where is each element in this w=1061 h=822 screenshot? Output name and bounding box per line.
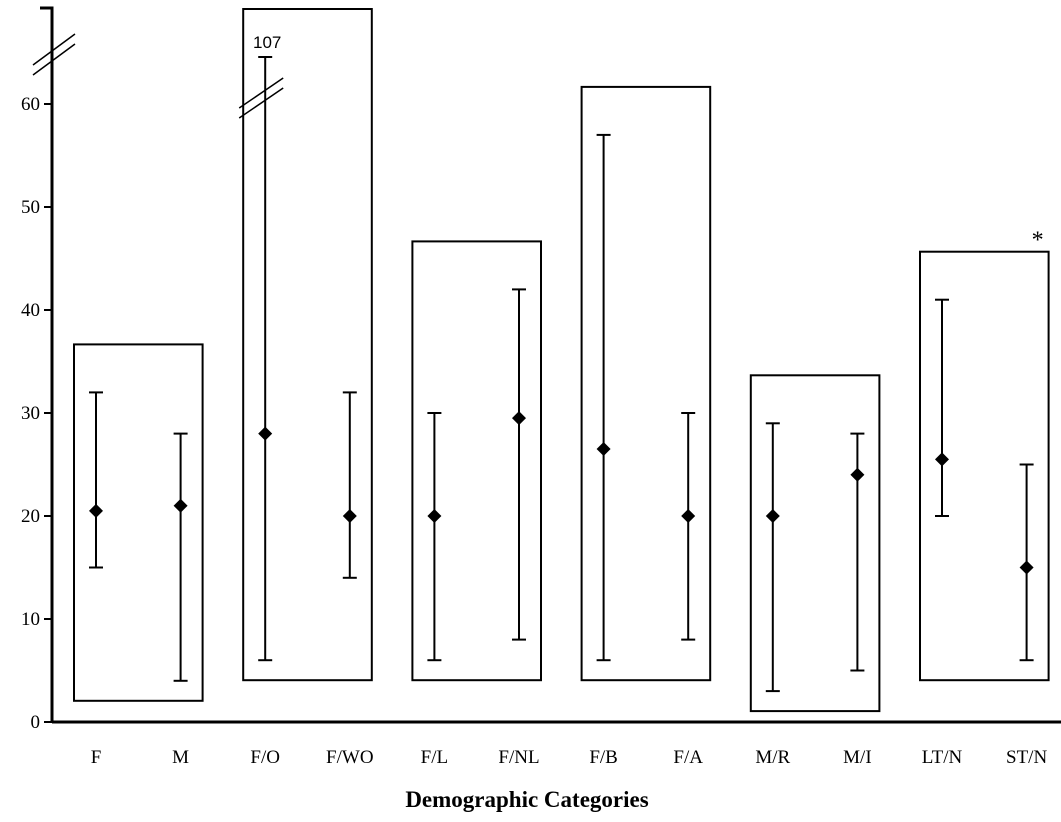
x-tick-label: LT/N (922, 747, 963, 768)
x-tick-label: M/I (843, 747, 872, 768)
y-tick-label: 60 (21, 94, 40, 115)
median-marker (512, 411, 526, 426)
group-box (411, 240, 542, 682)
median-marker (427, 509, 442, 523)
median-marker (173, 498, 188, 513)
median-marker (596, 442, 611, 457)
high-value-label: 107 (253, 33, 281, 52)
group-annotation: * (1032, 228, 1044, 254)
y-tick-label: 0 (31, 712, 41, 733)
y-tick-label: 40 (21, 300, 40, 321)
group-box (242, 8, 373, 682)
y-axis-break-mark (32, 43, 76, 76)
x-tick-label: F (91, 747, 102, 768)
median-marker (765, 509, 780, 523)
x-tick-label: F/NL (498, 747, 539, 768)
x-tick-label: F/B (589, 747, 618, 768)
axes (32, 6, 1061, 724)
median-points (89, 411, 1034, 575)
x-tick-label: M (172, 747, 189, 768)
median-marker (1019, 560, 1034, 575)
group-boxes (73, 8, 1050, 713)
x-tick-label: F/O (250, 747, 280, 768)
axis-labels: 0 10 20 30 40 50 60 F M F/O F/WO F/L F/NL F/B F/A M/R M/… (21, 33, 1047, 768)
bar-break-mark (238, 87, 284, 119)
group-box (919, 250, 1050, 682)
x-tick-label: ST/N (1006, 747, 1047, 768)
y-tick-label: 20 (21, 506, 40, 527)
median-marker (258, 426, 273, 441)
bar-break-mark (238, 77, 284, 109)
x-tick-label: F/WO (326, 747, 374, 768)
group-box (749, 374, 881, 713)
median-marker (850, 467, 865, 482)
median-marker (342, 509, 357, 523)
y-axis-break-mark (32, 33, 76, 66)
median-marker (89, 503, 103, 518)
x-tick-label: F/L (421, 747, 448, 768)
y-tick-label: 50 (21, 197, 40, 218)
group-box (73, 343, 204, 702)
y-tick-label: 10 (21, 609, 40, 630)
x-axis-title: Demographic Categories (405, 787, 648, 812)
y-tick-label: 30 (21, 403, 40, 424)
median-marker (935, 452, 949, 467)
group-box (580, 85, 712, 682)
median-marker (681, 509, 696, 523)
x-tick-label: M/R (755, 747, 790, 768)
range-bars (89, 56, 1034, 693)
x-tick-label: F/A (673, 747, 703, 768)
